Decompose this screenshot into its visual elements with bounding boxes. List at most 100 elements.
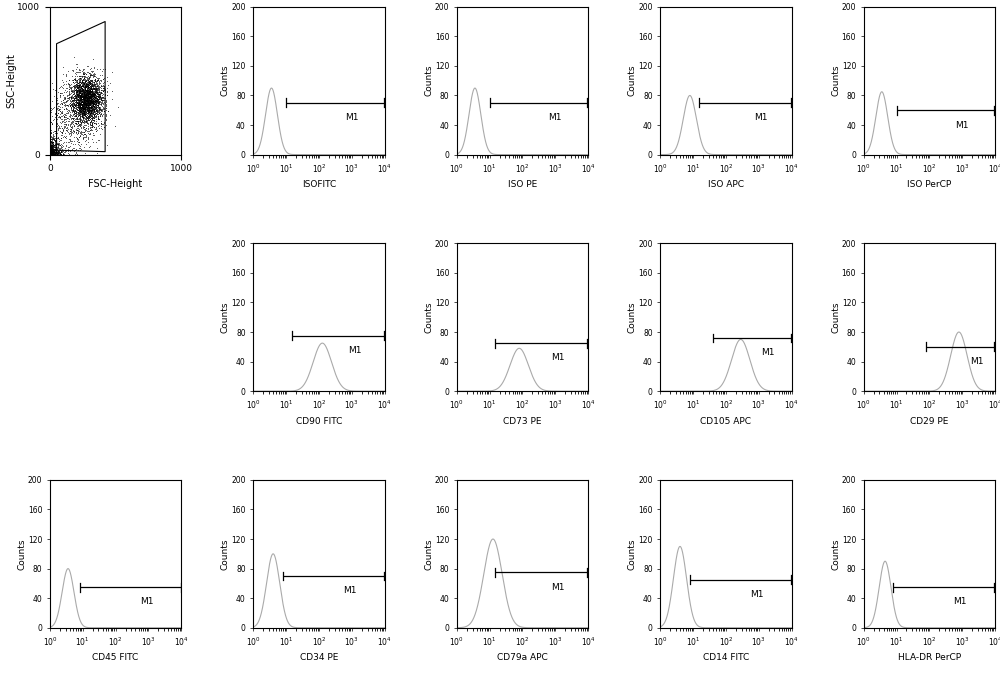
Point [80,88,96,99]
Point [80,104,96,115]
Point [66,120,82,131]
Point [84,101,100,112]
Point [94,95,110,106]
Point [76,106,92,117]
Point [45,130,61,141]
Point [77,105,93,116]
Y-axis label: Counts: Counts [628,65,637,97]
Point [78,97,94,108]
Point [83,106,99,117]
Point [76,104,92,115]
Point [89,109,105,119]
Point [73,103,89,114]
Point [83,82,99,93]
Point [50,142,66,153]
Point [78,116,94,127]
Point [77,119,93,130]
Point [79,81,95,92]
Point [42,140,58,151]
Point [61,78,77,89]
Point [66,126,82,136]
Point [84,84,100,95]
Point [73,102,89,113]
Point [86,93,102,104]
Point [80,95,96,106]
Point [76,124,92,134]
Point [71,90,87,101]
Point [78,95,94,105]
Point [82,86,98,97]
Point [72,113,88,124]
Point [78,109,94,120]
Point [47,144,63,155]
Point [82,86,98,97]
Point [68,146,84,157]
Point [81,92,97,103]
Point [70,80,86,90]
Point [84,81,100,92]
Point [88,105,104,115]
Point [87,93,103,104]
Point [61,89,77,100]
Point [73,90,89,101]
Point [75,99,91,110]
Point [48,142,64,153]
Point [68,105,84,116]
Point [85,99,101,109]
Point [65,100,81,111]
Point [80,91,96,102]
Point [74,108,90,119]
Point [73,82,89,92]
Point [64,113,80,124]
Point [55,79,71,90]
Point [93,76,109,86]
Point [77,101,93,112]
Point [73,120,89,131]
Point [51,104,67,115]
Point [84,93,100,104]
Point [77,92,93,103]
Point [52,126,68,136]
Point [76,86,92,97]
Point [67,92,83,103]
Point [47,148,63,159]
Point [84,119,100,130]
Point [74,93,90,104]
Point [57,119,73,130]
Point [43,142,59,153]
Point [71,86,87,97]
Point [63,113,79,124]
Point [91,123,107,134]
Point [92,86,108,97]
Point [71,99,87,109]
Point [73,93,89,104]
Point [73,99,89,109]
Point [87,88,103,99]
Point [77,105,93,116]
Point [69,100,85,111]
Point [73,95,89,105]
Point [48,146,64,157]
Point [76,98,92,109]
Point [52,144,68,155]
Point [66,112,82,123]
Point [43,143,59,154]
Point [84,84,100,95]
Point [74,102,90,113]
Point [90,95,106,106]
Point [72,90,88,101]
Point [75,132,91,142]
Point [56,97,72,107]
Point [54,105,70,116]
Point [43,143,59,154]
Point [91,97,107,107]
Point [75,93,91,104]
Point [52,148,68,159]
Point [78,97,94,108]
Point [76,85,92,96]
Point [79,105,95,115]
Point [85,109,101,119]
Point [69,95,85,106]
Point [76,72,92,83]
Point [100,105,116,116]
